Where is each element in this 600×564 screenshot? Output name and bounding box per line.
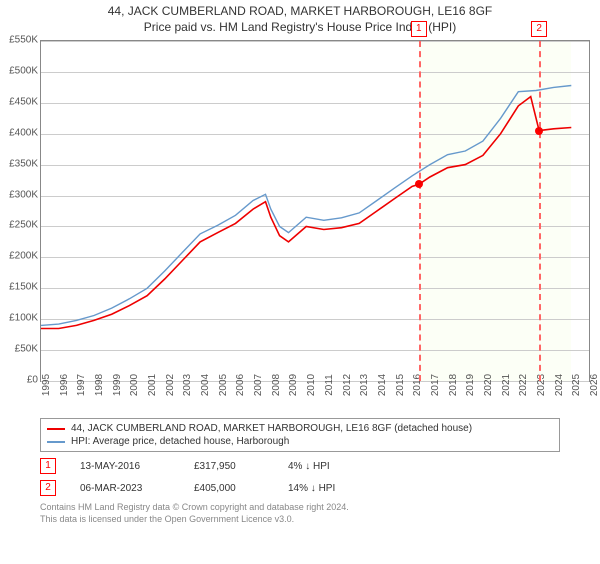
y-axis-label: £400K	[9, 127, 38, 138]
event-delta: 14% ↓ HPI	[288, 483, 335, 494]
series-line	[41, 97, 571, 329]
legend-swatch	[47, 441, 65, 443]
event-date: 06-MAR-2023	[80, 483, 170, 494]
event-number-box: 1	[40, 458, 56, 474]
event-row: 1 13-MAY-2016 £317,950 4% ↓ HPI	[40, 458, 560, 474]
event-price: £317,950	[194, 461, 264, 472]
event-row: 2 06-MAR-2023 £405,000 14% ↓ HPI	[40, 480, 560, 496]
y-axis-label: £50K	[15, 344, 38, 355]
chart-subtitle: Price paid vs. HM Land Registry's House …	[0, 20, 600, 34]
legend-item: HPI: Average price, detached house, Harb…	[47, 436, 553, 447]
y-axis-label: £200K	[9, 251, 38, 262]
legend-swatch	[47, 428, 65, 430]
series-line	[41, 86, 571, 326]
chart-wrap: 1995199619971998199920002001200220032004…	[40, 40, 590, 382]
y-axis-label: £0	[27, 375, 38, 386]
y-axis-label: £300K	[9, 189, 38, 200]
x-axis-label: 2026	[589, 374, 600, 396]
event-table: 1 13-MAY-2016 £317,950 4% ↓ HPI 2 06-MAR-2023…	[40, 458, 560, 496]
y-axis-label: £150K	[9, 282, 38, 293]
legend: 44, JACK CUMBERLAND ROAD, MARKET HARBORO…	[40, 418, 560, 452]
y-axis-label: £100K	[9, 313, 38, 324]
legend-item: 44, JACK CUMBERLAND ROAD, MARKET HARBORO…	[47, 423, 553, 434]
y-axis-label: £550K	[9, 35, 38, 46]
y-axis-label: £250K	[9, 220, 38, 231]
y-axis-label: £450K	[9, 96, 38, 107]
series-svg	[41, 41, 589, 381]
chart-title: 44, JACK CUMBERLAND ROAD, MARKET HARBORO…	[0, 4, 600, 18]
line-chart: 1995199619971998199920002001200220032004…	[40, 40, 590, 382]
footer-line-1: Contains HM Land Registry data © Crown c…	[40, 502, 560, 514]
legend-label: HPI: Average price, detached house, Harb…	[71, 436, 289, 447]
event-delta: 4% ↓ HPI	[288, 461, 330, 472]
event-marker-box: 1	[411, 21, 427, 37]
y-axis-label: £500K	[9, 65, 38, 76]
event-date: 13-MAY-2016	[80, 461, 170, 472]
legend-label: 44, JACK CUMBERLAND ROAD, MARKET HARBORO…	[71, 423, 472, 434]
event-price: £405,000	[194, 483, 264, 494]
event-marker-box: 2	[531, 21, 547, 37]
footer-line-2: This data is licensed under the Open Gov…	[40, 514, 560, 526]
y-axis-label: £350K	[9, 158, 38, 169]
event-number-box: 2	[40, 480, 56, 496]
footer-credits: Contains HM Land Registry data © Crown c…	[40, 502, 560, 525]
